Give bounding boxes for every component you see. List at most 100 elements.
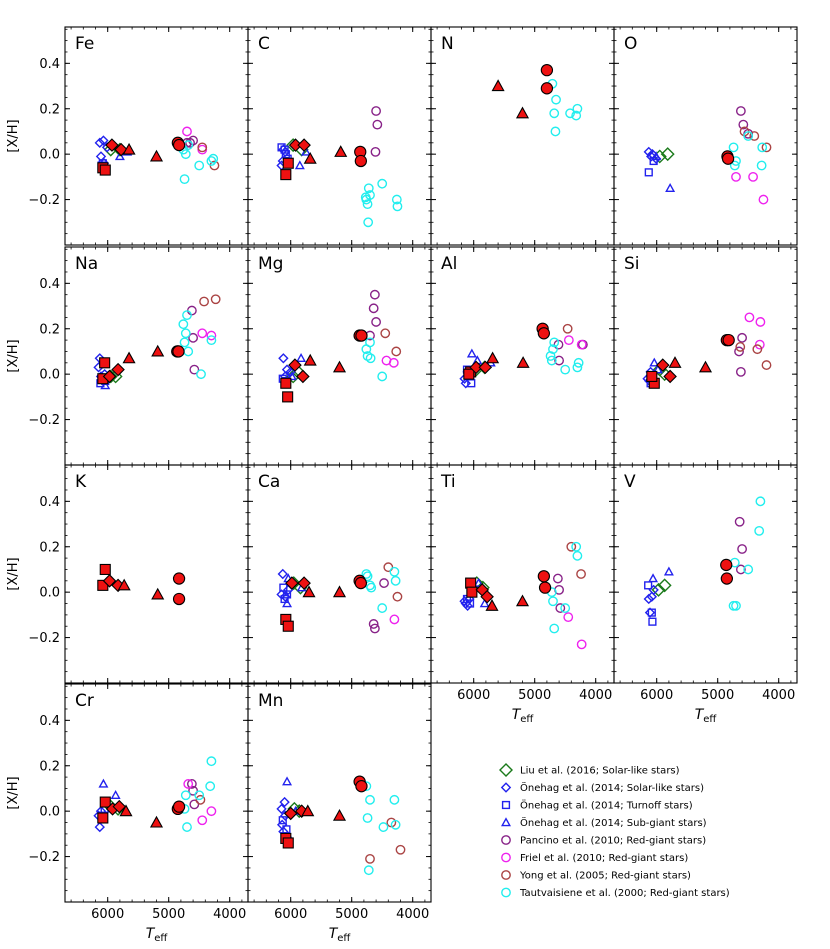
this-giant-point — [172, 800, 186, 813]
onehag-subgiant-point — [114, 151, 125, 161]
legend-label: Friel et al. (2010; Red-giant stars) — [520, 853, 688, 864]
tautvaisiene-point — [550, 126, 561, 137]
yong-point — [199, 296, 209, 307]
tautvaisiene-point — [572, 362, 583, 373]
yong-point — [380, 328, 391, 339]
y-tick-label: −0.2 — [28, 413, 60, 428]
this-turnoff-point — [99, 563, 111, 576]
liu-point — [651, 582, 666, 597]
onehag-subgiant-point — [294, 160, 305, 170]
y-tick-label: −0.2 — [28, 850, 60, 865]
x-axis-label: Teff — [329, 926, 352, 944]
panel-na: −0.2 0.0 0.2 0.4 [X/H] Na — [6, 246, 249, 466]
yong-point — [566, 541, 577, 552]
tautvaisiene-point — [194, 160, 205, 171]
onehag-dwarf-point — [94, 137, 105, 149]
tautvaisiene-point — [194, 790, 205, 801]
pancino-point — [370, 146, 381, 157]
tautvaisiene-point — [179, 174, 190, 185]
panel-fe: −0.2 0.0 0.2 0.4 [X/H] Fe — [6, 26, 249, 246]
panel-mg: Mg — [247, 246, 432, 466]
onehag-turnoff-point — [282, 825, 291, 834]
tautvaisiene-point — [377, 178, 388, 189]
onehag-turnoff-point — [644, 168, 653, 177]
onehag-dwarf-point — [646, 591, 658, 602]
this-giant-point — [721, 152, 735, 165]
yong-point — [761, 142, 772, 153]
pancino-point — [555, 603, 566, 613]
tautvaisiene-point — [196, 369, 206, 380]
pancino-point — [189, 799, 200, 810]
y-axis-label: [X/H] — [6, 557, 21, 590]
onehag-turnoff-point — [465, 599, 475, 608]
panel-cr: −0.2 0.0 0.2 0.4 [X/H] 6000 5000 4000 Teff Cr — [6, 683, 249, 944]
this-subgiant-point — [332, 585, 347, 598]
tautvaisiene-point — [377, 603, 388, 613]
this-turnoff-point — [280, 377, 292, 389]
panel-si: Si — [613, 246, 798, 466]
tautvaisiene-point — [565, 108, 575, 119]
panel-frame — [613, 246, 798, 466]
y-tick-label: 0.4 — [39, 57, 60, 72]
panel-v: 6000 5000 4000 Teff V — [613, 464, 798, 725]
onehag-subgiant-point — [663, 566, 674, 576]
tautvaisiene-point — [365, 794, 375, 805]
element-label: Mg — [258, 254, 283, 274]
this-giant-point — [172, 345, 185, 358]
panel-c: C — [247, 26, 432, 246]
onehag-dwarf-point — [94, 821, 105, 833]
this-subgiant-point — [486, 351, 500, 364]
y-tick-label: 0.0 — [39, 805, 60, 820]
y-tick-label: 0.4 — [39, 277, 60, 292]
onehag-dwarf-point — [276, 803, 287, 815]
onehag-turnoff-point — [281, 150, 290, 159]
panel-ca: Ca — [247, 464, 432, 684]
tautvaisiene-point — [182, 310, 192, 321]
tautvaisiene-point — [391, 194, 402, 205]
this-subgiant-point — [491, 79, 505, 92]
tautvaisiene-point — [548, 344, 558, 355]
this-dwarf-point — [297, 138, 311, 152]
this-dwarf-point — [656, 358, 670, 372]
pancino-point — [186, 305, 197, 316]
panel-frame — [64, 683, 249, 903]
this-subgiant-point — [332, 808, 347, 821]
element-label: V — [624, 472, 636, 492]
friel-point — [576, 339, 587, 350]
tautvaisiene-point — [363, 865, 374, 876]
friel-point — [389, 614, 400, 625]
element-label: Ca — [258, 472, 280, 492]
pancino-point — [735, 366, 746, 377]
yong-point — [752, 344, 763, 355]
tautvaisiene-point — [731, 600, 741, 611]
this-turnoff-point — [97, 812, 109, 824]
tautvaisiene-point — [572, 103, 583, 114]
element-label: Na — [75, 254, 98, 274]
this-subgiant-point — [122, 142, 136, 155]
yong-point — [576, 569, 586, 579]
y-axis-label: [X/H] — [6, 776, 21, 809]
this-turnoff-point — [282, 837, 294, 849]
tautvaisiene-point — [560, 603, 571, 613]
tautvaisiene-point — [571, 541, 582, 552]
tautvaisiene-point — [206, 335, 217, 346]
onehag-subgiant-point — [479, 598, 490, 608]
pancino-point — [369, 289, 380, 300]
tautvaisiene-point — [208, 153, 219, 164]
yong-point — [391, 346, 402, 357]
onehag-subgiant-point — [100, 380, 111, 390]
panel-frame — [64, 464, 249, 684]
liu-point — [660, 147, 675, 162]
tautvaisiene-point — [755, 496, 766, 507]
this-dwarf-point — [480, 589, 494, 604]
onehag-turnoff-point — [277, 143, 286, 152]
legend-label: Önehag et al. (2014; Sub-giant stars) — [520, 816, 707, 829]
tautvaisiene-point — [377, 371, 388, 382]
this-turnoff-point — [282, 620, 294, 632]
this-giant-point — [355, 329, 368, 342]
this-giant-point — [540, 82, 554, 95]
this-dwarf-point — [102, 574, 117, 588]
tautvaisiene-point — [754, 525, 765, 536]
x-tick-label: 5000 — [701, 688, 734, 703]
panel-ti: 6000 5000 4000 Teff Ti — [430, 464, 615, 725]
